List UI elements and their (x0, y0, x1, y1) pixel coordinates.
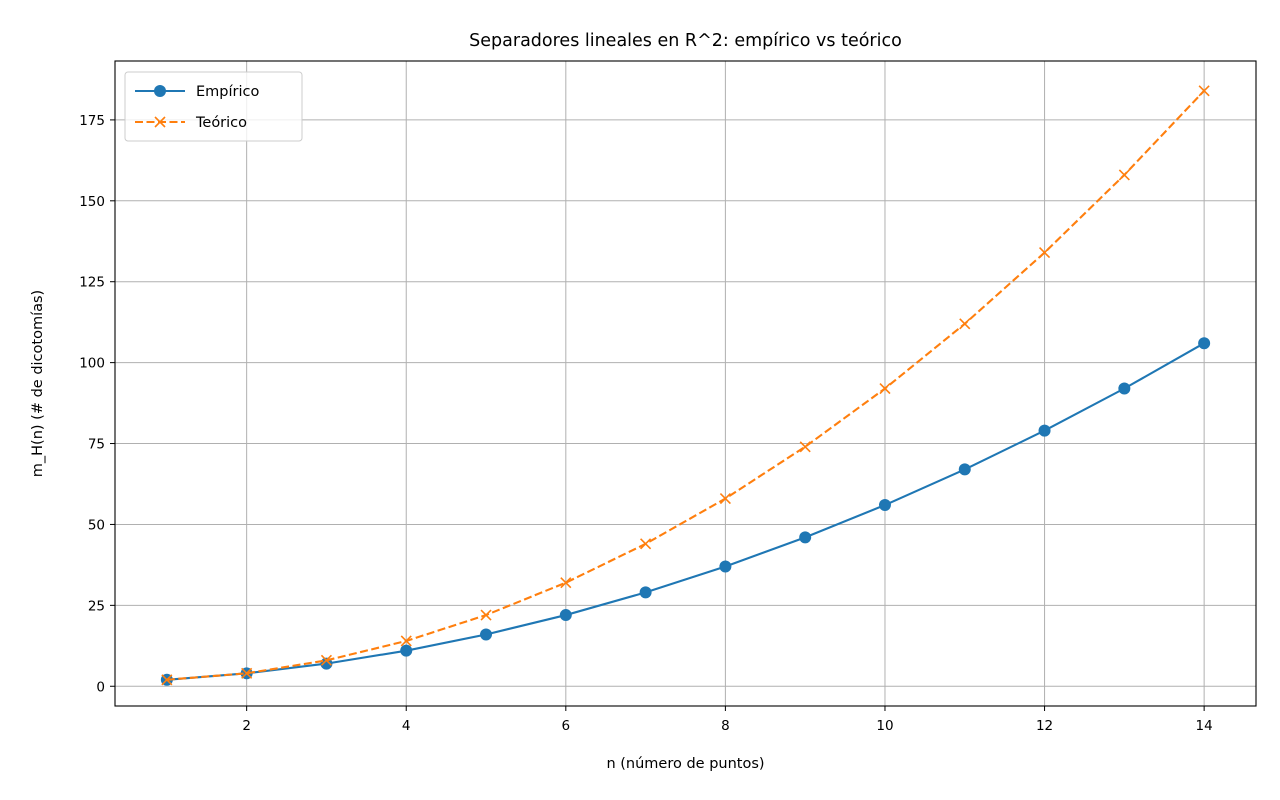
x-tick-label: 6 (562, 718, 571, 734)
legend-box (124, 71, 303, 142)
y-tick-label: 25 (88, 598, 105, 614)
data-point-stroke (560, 577, 572, 589)
x-tick-label: 10 (876, 718, 893, 734)
y-tick-label: 125 (79, 275, 105, 291)
data-point-stroke (1198, 85, 1210, 97)
plot-frame (114, 60, 1257, 707)
data-point-stroke (480, 609, 492, 621)
data-point-stroke (959, 318, 971, 330)
x-tick-label: 4 (402, 718, 411, 734)
y-tick-label: 150 (79, 194, 105, 210)
data-point-stroke (1038, 247, 1051, 259)
data-point (719, 560, 732, 573)
data-point-stroke (320, 654, 333, 666)
data-point (1198, 85, 1210, 97)
data-point (1038, 424, 1051, 437)
data-point (799, 531, 812, 544)
data-point (879, 382, 891, 395)
data-point-stroke (719, 492, 731, 505)
data-point-stroke (241, 667, 253, 679)
series-line (166, 90, 1205, 681)
data-point (480, 628, 493, 641)
chart-title: Separadores lineales en R^2: empírico vs… (469, 31, 902, 51)
data-point (799, 441, 811, 453)
data-point (320, 654, 333, 666)
legend-label: Empírico (196, 84, 259, 100)
x-axis-label: n (número de puntos) (606, 756, 764, 772)
legend-marker (154, 116, 166, 128)
x-tick-label: 8 (721, 718, 730, 734)
data-point-stroke (640, 538, 652, 550)
y-tick-label: 50 (88, 517, 105, 533)
data-point (959, 318, 971, 330)
data-point-stroke (1118, 169, 1130, 181)
data-point-stroke (879, 382, 891, 395)
data-point (241, 667, 253, 679)
data-point (559, 609, 572, 622)
grid (115, 61, 1256, 706)
data-point-stroke (161, 674, 173, 686)
data-point (1118, 169, 1130, 181)
series-layer (160, 85, 1211, 686)
axis-ticks: 2 4 6 8 10 12 14 0 25 50 75 100 125 150 175 (79, 113, 1213, 734)
data-point-stroke (400, 635, 412, 647)
x-tick-label: 2 (242, 718, 251, 734)
data-point-stroke (799, 441, 811, 453)
x-tick-label: 14 (1196, 718, 1213, 734)
data-point (400, 644, 413, 657)
legend-marker (154, 85, 166, 97)
y-tick-label: 175 (79, 113, 105, 129)
y-tick-label: 0 (96, 679, 105, 695)
data-point (639, 586, 652, 599)
data-point (1198, 337, 1211, 350)
legend: Empírico Teórico (124, 71, 303, 142)
x-tick-label: 12 (1036, 718, 1053, 734)
y-axis-label: m_H(n) (# de dicotomías) (30, 290, 46, 477)
legend-label: Teórico (195, 115, 247, 131)
data-point (560, 577, 572, 589)
y-tick-label: 100 (79, 356, 105, 372)
data-point (878, 499, 891, 512)
data-point (1118, 382, 1131, 395)
data-point (400, 635, 412, 647)
data-point (958, 463, 971, 476)
data-point (161, 674, 173, 686)
data-point (640, 538, 652, 550)
series-line (166, 342, 1205, 681)
y-tick-label: 75 (88, 437, 105, 453)
data-point (480, 609, 492, 621)
data-point (1038, 247, 1051, 259)
data-point (719, 492, 731, 505)
